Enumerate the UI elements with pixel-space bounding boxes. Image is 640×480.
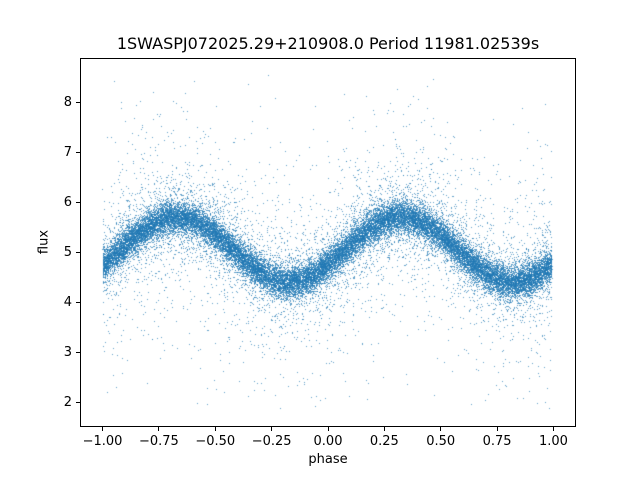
x-tick-mark <box>383 427 385 431</box>
x-tick-mark <box>214 427 216 431</box>
y-tick-label: 8 <box>63 94 72 110</box>
y-tick-mark <box>76 352 80 354</box>
x-tick-mark <box>496 427 498 431</box>
y-tick-label: 3 <box>63 344 72 360</box>
chart-title: 1SWASPJ072025.29+210908.0 Period 11981.0… <box>116 34 540 53</box>
x-tick-mark <box>552 427 554 431</box>
y-tick-mark <box>76 102 80 104</box>
y-tick-mark <box>76 152 80 154</box>
x-tick-label: −0.75 <box>138 434 179 449</box>
y-tick-mark <box>76 202 80 204</box>
x-tick-mark <box>102 427 104 431</box>
y-tick-label: 7 <box>63 144 72 160</box>
y-tick-label: 6 <box>63 194 72 210</box>
x-tick-mark <box>158 427 160 431</box>
x-axis-label: phase <box>308 452 348 467</box>
y-tick-label: 4 <box>63 294 72 310</box>
scatter-points-canvas <box>81 59 575 426</box>
x-tick-mark <box>271 427 273 431</box>
x-tick-label: 0.50 <box>426 434 456 449</box>
x-tick-mark <box>327 427 329 431</box>
x-tick-label: 0.00 <box>313 434 343 449</box>
plot-area <box>80 58 576 427</box>
x-tick-label: 0.25 <box>369 434 399 449</box>
y-tick-label: 5 <box>63 244 72 260</box>
y-tick-mark <box>76 252 80 254</box>
x-tick-label: 1.00 <box>538 434 568 449</box>
x-tick-label: −0.50 <box>195 434 236 449</box>
y-tick-mark <box>76 302 80 304</box>
x-tick-label: −0.25 <box>251 434 292 449</box>
y-tick-label: 2 <box>63 394 72 410</box>
x-tick-mark <box>440 427 442 431</box>
x-tick-label: 0.75 <box>482 434 512 449</box>
y-tick-mark <box>76 402 80 404</box>
x-tick-label: −1.00 <box>82 434 123 449</box>
